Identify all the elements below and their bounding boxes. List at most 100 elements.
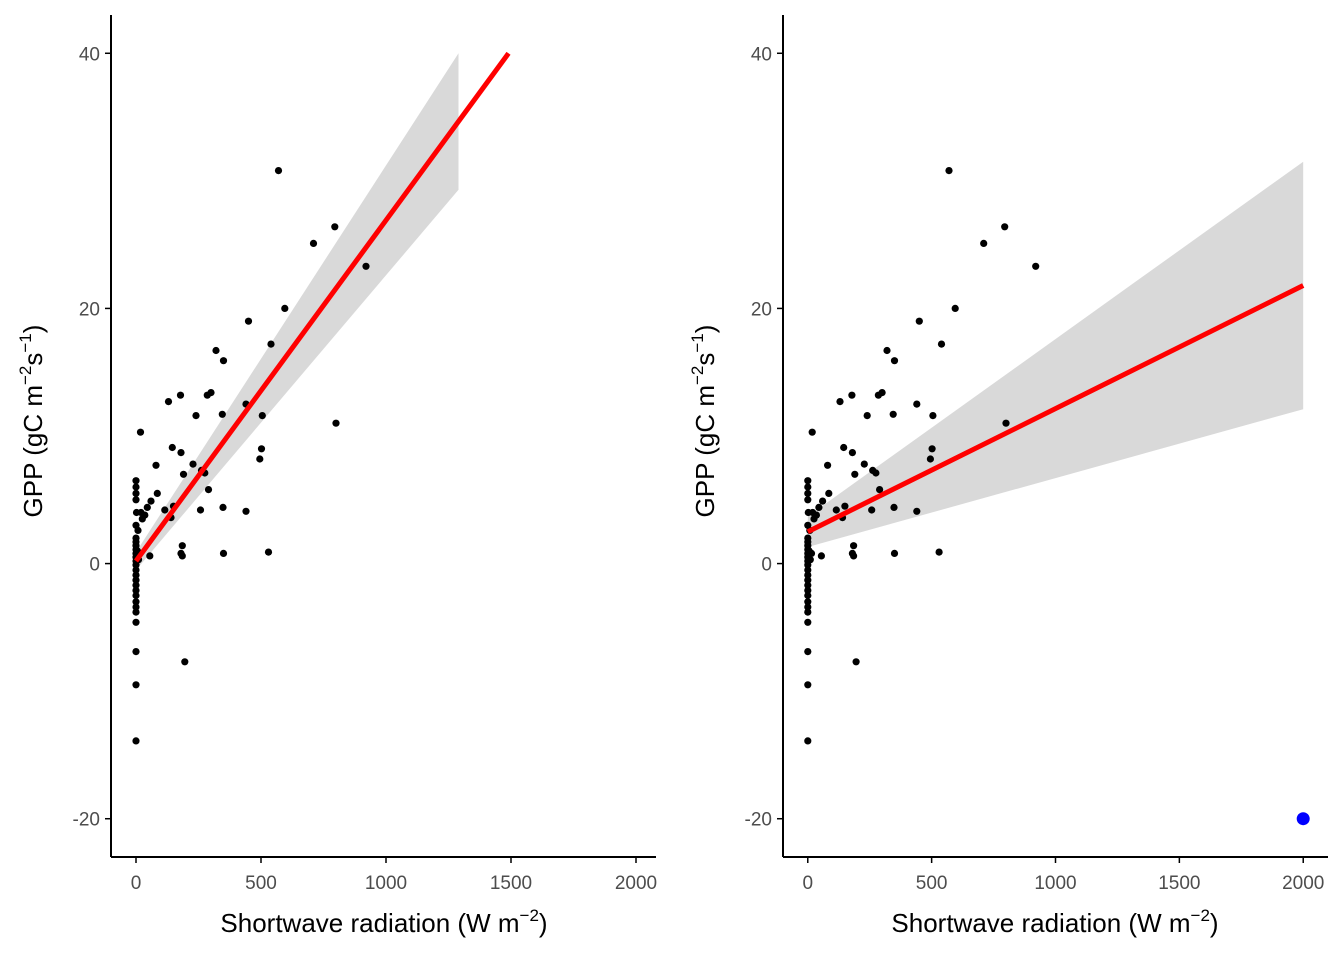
- data-point: [331, 223, 339, 231]
- data-point: [132, 618, 140, 626]
- data-point: [841, 502, 849, 510]
- y-tick-label: 40: [751, 44, 772, 65]
- data-point: [281, 304, 289, 312]
- y-axis-title: GPP (gC m−2s−1): [688, 325, 720, 518]
- panel-right-chart: -20 0 20 40 0 500 1000 1500 2000 Shortwave radiat…: [688, 15, 1328, 938]
- data-point: [189, 460, 197, 468]
- data-point: [132, 608, 140, 616]
- data-point: [332, 419, 340, 427]
- data-point: [868, 506, 876, 514]
- data-point: [178, 552, 186, 560]
- y-axis-title: GPP (gC m−2s−1): [16, 325, 48, 518]
- data-point: [804, 576, 812, 584]
- data-point: [132, 586, 140, 595]
- y-tick-label: 40: [79, 44, 100, 65]
- data-point: [804, 586, 812, 595]
- data-point: [817, 552, 826, 560]
- data-point: [804, 737, 812, 745]
- x-axis-title: Shortwave radiation (W m−2): [220, 906, 547, 938]
- x-tick-label: 0: [131, 873, 142, 894]
- data-point: [808, 428, 816, 436]
- data-point: [852, 658, 860, 666]
- data-point: [132, 477, 140, 485]
- data-point: [264, 548, 273, 556]
- data-point: [132, 737, 140, 745]
- data-point: [825, 489, 833, 497]
- data-point: [274, 167, 283, 175]
- data-point: [218, 410, 226, 418]
- data-point: [143, 503, 151, 511]
- data-point: [132, 591, 140, 600]
- x-tick-label: 1000: [365, 873, 407, 894]
- data-point: [181, 658, 189, 666]
- data-point: [178, 542, 186, 550]
- data-point: [890, 357, 899, 365]
- data-point: [192, 412, 200, 420]
- data-point: [850, 552, 858, 560]
- data-point: [132, 581, 140, 589]
- data-point: [951, 304, 959, 312]
- data-point: [832, 506, 840, 514]
- data-point: [804, 681, 812, 689]
- data-point: [863, 412, 871, 420]
- x-tick-label: 500: [245, 873, 277, 894]
- data-point: [141, 511, 149, 519]
- data-point: [161, 506, 169, 514]
- data-point: [132, 576, 140, 584]
- data-point: [244, 317, 253, 325]
- data-point: [819, 497, 827, 505]
- data-point: [840, 443, 848, 452]
- data-point: [878, 389, 886, 397]
- y-tick-label: 20: [79, 299, 100, 320]
- data-point: [935, 548, 943, 556]
- data-point: [1032, 262, 1040, 270]
- regression-line: [806, 283, 1305, 534]
- data-point: [804, 598, 812, 606]
- data-point: [212, 346, 220, 355]
- panel-left-chart: -20 0 20 40 0 500 1000 1500 2000 Shortwave radiat…: [16, 15, 657, 938]
- data-point: [804, 608, 812, 616]
- data-point: [804, 496, 812, 504]
- data-point: [929, 412, 937, 420]
- data-point: [860, 460, 868, 468]
- outlier-point: [1296, 812, 1310, 826]
- data-point: [257, 445, 266, 453]
- data-point: [804, 618, 812, 626]
- data-point: [152, 461, 160, 469]
- x-tick-label: 2000: [1282, 873, 1324, 894]
- data-point: [851, 470, 859, 478]
- data-point: [807, 549, 816, 558]
- data-point: [219, 357, 228, 365]
- data-point: [804, 648, 812, 656]
- x-tick-label: 500: [916, 873, 948, 894]
- data-point: [132, 681, 140, 689]
- data-point: [890, 549, 899, 558]
- data-point: [804, 603, 812, 611]
- data-point: [153, 489, 161, 497]
- data-point: [804, 483, 812, 491]
- y-tick-label: -20: [73, 810, 100, 831]
- data-point: [848, 391, 856, 399]
- data-point: [848, 449, 857, 457]
- data-point: [815, 503, 823, 511]
- data-point: [176, 391, 185, 399]
- data-point: [883, 346, 891, 355]
- data-point: [258, 412, 266, 420]
- data-point: [132, 648, 140, 656]
- data-point: [204, 486, 213, 494]
- data-point: [945, 167, 953, 175]
- data-point: [1002, 419, 1010, 427]
- data-point: [824, 461, 832, 469]
- data-point: [804, 477, 812, 485]
- data-point: [804, 581, 812, 589]
- data-point: [804, 571, 812, 579]
- data-point: [207, 389, 215, 397]
- y-tick-label: 0: [761, 555, 772, 576]
- data-point: [889, 410, 897, 418]
- data-point: [196, 506, 205, 514]
- data-point: [804, 489, 812, 497]
- data-point: [177, 449, 185, 457]
- data-point: [164, 398, 173, 406]
- data-point: [980, 239, 988, 247]
- data-point: [362, 262, 370, 270]
